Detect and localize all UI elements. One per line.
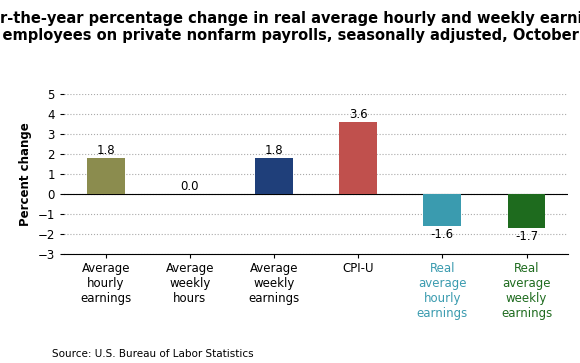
Text: 1.8: 1.8 [96, 144, 115, 157]
Bar [423, 194, 461, 226]
Bar [339, 122, 377, 194]
Text: -1.7: -1.7 [515, 230, 538, 243]
Text: 1.8: 1.8 [264, 144, 283, 157]
Y-axis label: Percent change: Percent change [19, 122, 32, 226]
Bar [87, 158, 125, 194]
Text: 0.0: 0.0 [180, 180, 199, 193]
Text: Over-the-year percentage change in real average hourly and weekly earnings
of al: Over-the-year percentage change in real … [0, 11, 580, 43]
Text: -1.6: -1.6 [431, 228, 454, 241]
Text: 3.6: 3.6 [349, 108, 368, 121]
Bar [255, 158, 293, 194]
Bar [508, 194, 545, 228]
Text: Source: U.S. Bureau of Labor Statistics: Source: U.S. Bureau of Labor Statistics [52, 349, 254, 359]
